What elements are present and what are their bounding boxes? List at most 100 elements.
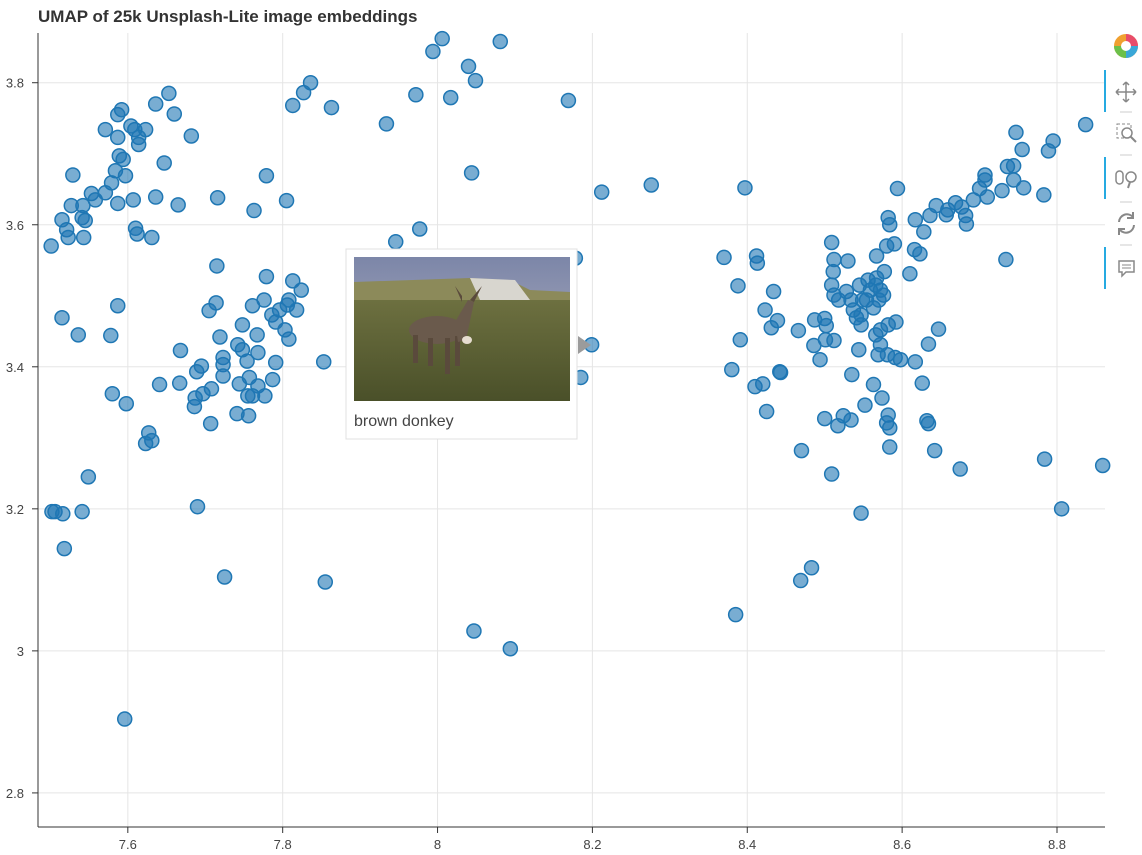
point — [994, 182, 1010, 199]
point — [113, 101, 130, 118]
point — [239, 353, 255, 369]
point — [758, 403, 775, 420]
point — [172, 342, 189, 359]
point — [144, 229, 160, 246]
point — [63, 197, 80, 214]
point — [730, 278, 746, 294]
point — [952, 461, 968, 477]
point — [765, 283, 782, 300]
point — [881, 439, 898, 455]
point — [77, 212, 93, 229]
point — [840, 253, 856, 269]
point — [716, 249, 732, 266]
point — [1036, 451, 1053, 467]
x-tick-label: 8.6 — [893, 837, 911, 852]
point — [56, 540, 73, 557]
point — [792, 572, 809, 589]
y-tick-label: 3.8 — [6, 76, 24, 91]
point — [125, 192, 141, 208]
point — [74, 503, 90, 520]
tooltip-text: brown donkey — [354, 413, 454, 430]
reset-tool[interactable] — [1118, 212, 1135, 235]
point — [60, 229, 76, 246]
point — [183, 128, 200, 144]
point — [914, 375, 931, 391]
point — [865, 300, 882, 316]
point — [209, 190, 226, 206]
point — [492, 33, 509, 50]
point — [54, 310, 70, 326]
hover-tool[interactable] — [1118, 260, 1135, 278]
point — [256, 292, 272, 308]
box-zoom-tool[interactable] — [1116, 123, 1137, 143]
y-tick-label: 3 — [17, 644, 24, 659]
point — [378, 116, 395, 132]
wheel-zoom-tool[interactable] — [1115, 170, 1137, 189]
point — [823, 466, 840, 482]
tooltip-image — [354, 257, 570, 401]
point — [55, 506, 71, 522]
point — [881, 217, 898, 233]
point — [853, 505, 869, 521]
point — [267, 354, 284, 371]
point — [110, 129, 126, 146]
point — [293, 282, 310, 298]
point — [907, 354, 924, 370]
x-tick-label: 7.6 — [119, 837, 137, 852]
bokeh-logo — [1114, 34, 1138, 58]
x-tick-label: 8.4 — [738, 837, 756, 852]
point — [803, 560, 820, 576]
point — [854, 292, 871, 308]
x-tick-label: 8.2 — [583, 837, 601, 852]
point — [315, 354, 332, 370]
point — [886, 236, 903, 252]
point — [812, 351, 828, 368]
point — [889, 180, 906, 197]
point — [958, 216, 975, 232]
point — [110, 297, 126, 314]
point — [170, 197, 186, 213]
point — [97, 121, 114, 138]
point — [234, 317, 251, 333]
pan-tool[interactable] — [1115, 81, 1137, 103]
point — [888, 314, 904, 330]
active-indicator — [1104, 70, 1106, 112]
point — [907, 212, 924, 228]
point — [284, 97, 301, 114]
point — [442, 89, 459, 106]
point — [977, 172, 993, 188]
point — [118, 395, 135, 412]
point — [825, 263, 841, 280]
point — [757, 302, 773, 318]
y-tick-label: 3.6 — [6, 218, 24, 233]
point — [865, 376, 882, 393]
y-tick-label: 3.4 — [6, 360, 24, 375]
point — [278, 192, 295, 209]
point — [1077, 116, 1094, 133]
point — [116, 711, 133, 727]
point — [826, 332, 842, 349]
point — [460, 58, 477, 75]
point — [209, 258, 225, 274]
point — [317, 574, 334, 590]
point — [323, 99, 340, 116]
point — [769, 312, 786, 329]
point — [920, 415, 937, 432]
point — [117, 167, 134, 184]
point — [916, 224, 932, 240]
point — [643, 177, 660, 193]
point — [186, 398, 203, 415]
tooltip-arrow — [578, 336, 591, 354]
point — [246, 202, 262, 219]
point — [75, 229, 92, 246]
point — [215, 368, 231, 384]
point — [938, 207, 955, 223]
point — [1045, 133, 1061, 149]
x-tick-label: 7.8 — [274, 837, 292, 852]
point — [171, 375, 188, 391]
point — [843, 412, 859, 428]
active-indicator — [1104, 247, 1106, 289]
point — [1094, 457, 1111, 474]
point — [264, 371, 281, 388]
